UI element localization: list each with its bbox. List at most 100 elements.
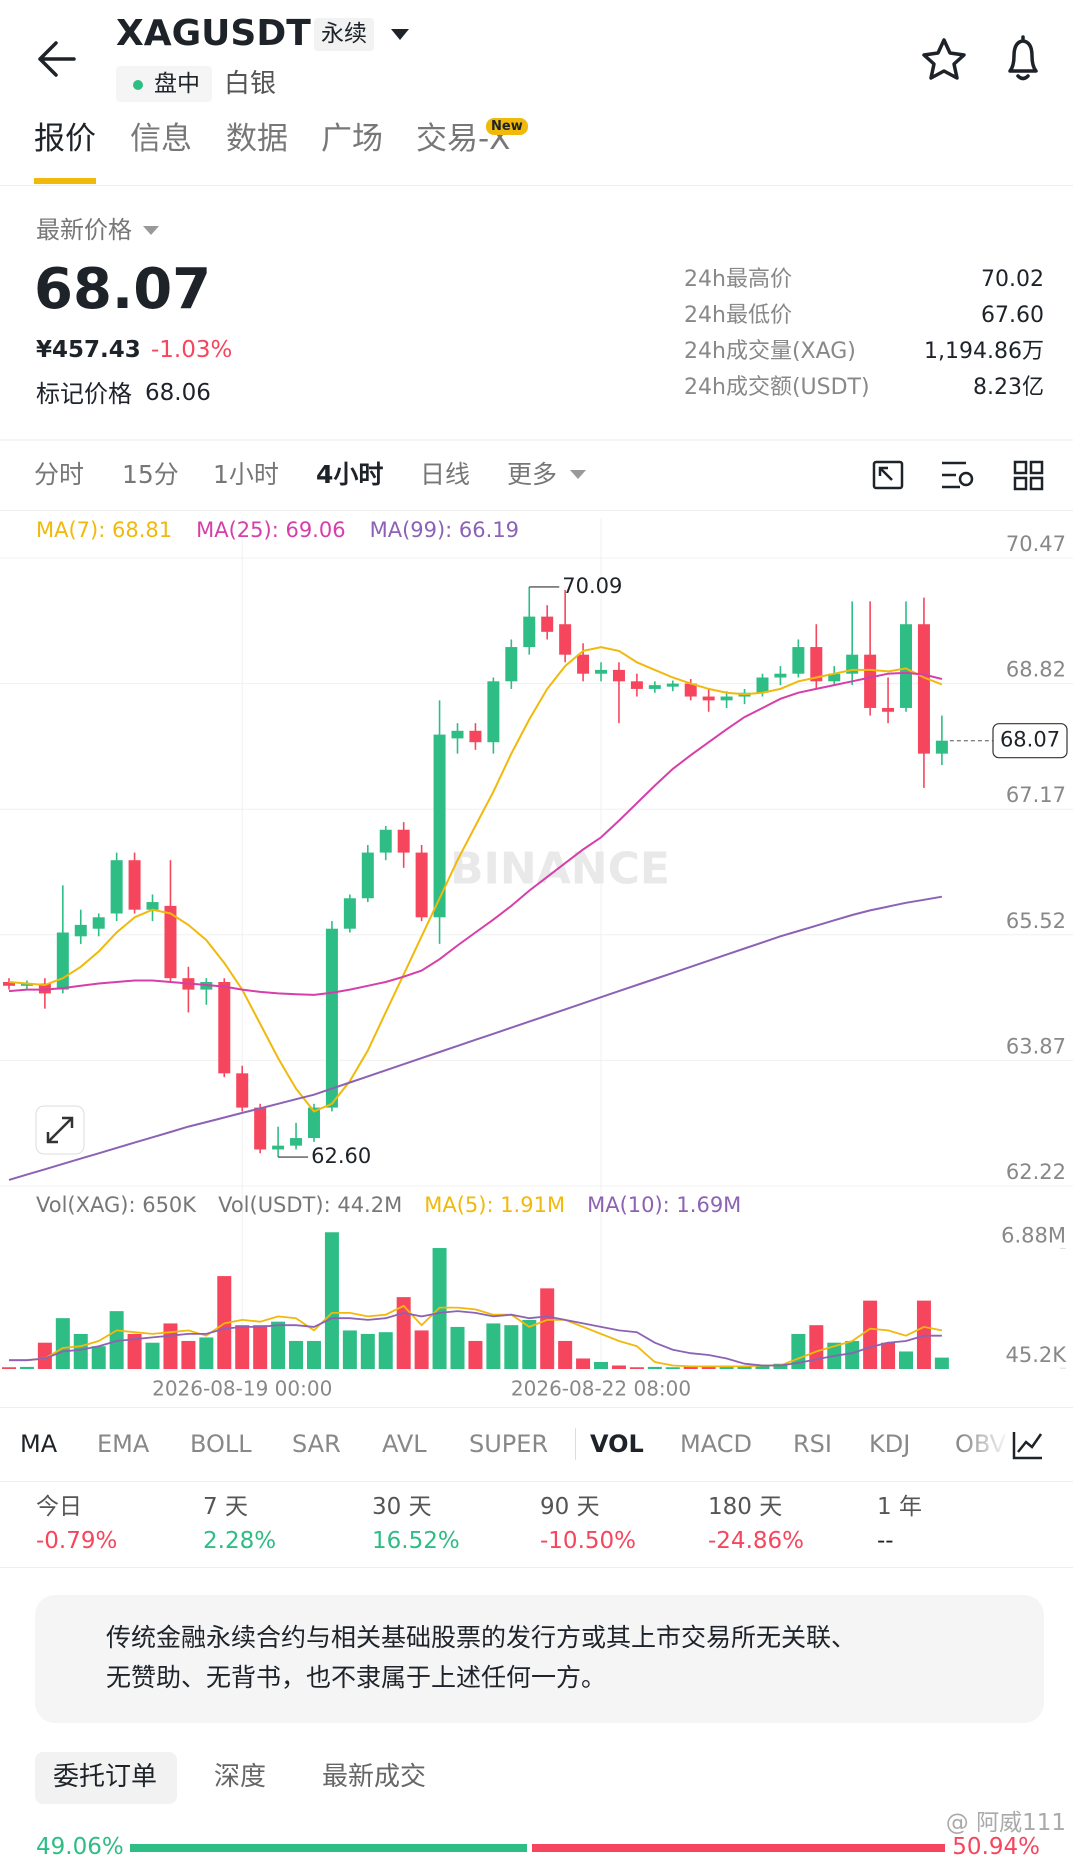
interval-tab[interactable]: 更多 [507,460,558,489]
indicator-tab[interactable]: MACD [680,1430,752,1458]
candle-body [774,673,787,678]
candle-body [469,730,482,743]
ma-line [8,646,943,1113]
x-tick-label: 2026-08-19 00:00 [152,1377,332,1401]
dropdown-icon[interactable] [570,470,586,479]
candle-body [720,696,733,701]
chart-settings-icon[interactable] [1012,1432,1043,1460]
candle-body [343,898,356,929]
extreme-label: 62.60 [311,1144,371,1168]
indicator-tab[interactable]: SAR [292,1430,341,1458]
expand-icon [46,1116,74,1144]
indicator-tab[interactable]: KDJ [869,1430,911,1458]
volume-bar [19,1366,34,1369]
volume-bar [486,1323,501,1369]
y-tick-label: 67.17 [1006,783,1066,807]
fullscreen-icon[interactable] [872,460,904,490]
candle-body [164,905,177,979]
order-tab[interactable]: 委托订单 [53,1762,158,1792]
new-badge: New [486,118,528,135]
volume-bar [701,1366,716,1369]
settings-icon[interactable] [942,461,974,489]
tab[interactable]: 信息 [130,121,192,157]
interval-tab[interactable]: 分时 [34,460,85,489]
indicator-tab[interactable]: RSI [793,1430,832,1458]
buy-bar [130,1844,528,1852]
volume-bar [863,1300,878,1369]
interval-tab[interactable]: 1小时 [213,460,279,489]
volume-bar [73,1333,88,1369]
candle-body [128,860,141,910]
candle-body [379,829,392,853]
candle-body [756,677,769,693]
divider [0,1567,1073,1568]
dropdown-icon[interactable] [391,29,409,40]
volume-bar [450,1326,465,1369]
volume-bar [253,1325,268,1369]
divider [0,185,1073,186]
star-icon[interactable] [922,38,966,80]
stat-value: 70.02 [981,267,1044,292]
candle-body [92,917,105,929]
watermark: @ 阿威111 [945,1810,1066,1836]
tab[interactable]: 广场 [321,121,383,157]
candle-body [935,740,948,754]
period-change: 2.28% [203,1528,277,1554]
bell-icon[interactable] [1008,35,1038,81]
stat-label: 24h最高价 [684,267,792,292]
order-tab[interactable]: 最新成交 [322,1762,427,1792]
candle-body [702,696,715,701]
candle-body [290,1138,303,1146]
interval-tab[interactable]: 日线 [420,460,471,489]
candle-body [864,654,877,708]
candle-body [541,616,554,632]
candle-body [810,647,823,682]
contract-badge: 永续 [314,18,374,51]
volume-bar [199,1337,214,1369]
volume-bar [181,1340,196,1369]
indicator-tab[interactable]: SUPER [469,1430,549,1458]
interval-tab[interactable]: 15分 [122,460,179,489]
candle-body [307,1107,320,1139]
back-icon[interactable] [38,41,76,77]
candle-body [900,624,912,708]
divider [0,510,1073,511]
interval-tab[interactable]: 4小时 [316,460,384,489]
status-badge [116,66,212,102]
period-change: -24.86% [708,1528,804,1554]
tab[interactable]: 报价 [34,121,96,157]
tab-underline [34,178,96,184]
stat-label: 24h最低价 [684,303,792,328]
candle-body [56,932,69,990]
volume-bar [414,1330,429,1369]
candle-body [523,616,536,648]
candle-body [630,681,643,689]
legend-item: MA(99): 66.19 [370,518,519,542]
period-change: -0.79% [36,1528,118,1554]
candle-body [20,983,33,986]
volume-bar [647,1366,662,1369]
y-tick-label: 63.87 [1006,1034,1066,1058]
candle-body [595,669,608,674]
indicator-tab[interactable]: AVL [382,1430,427,1458]
order-tab[interactable]: 深度 [214,1762,267,1792]
layout-icon[interactable] [1013,460,1044,491]
indicator-tab[interactable]: EMA [97,1430,150,1458]
y-tick-label: 68.82 [1006,658,1066,682]
period-label: 90 天 [540,1494,600,1520]
dropdown-icon[interactable] [143,226,159,235]
volume-bar [522,1319,537,1369]
candle-body [397,829,410,853]
expand-button[interactable] [35,1105,85,1155]
indicator-tab[interactable]: VOL [590,1430,644,1458]
candle-body [792,647,805,674]
volume-bar [665,1367,680,1369]
tab[interactable]: 数据 [226,121,288,157]
volume-bar [558,1340,573,1369]
candle-body [487,681,500,743]
volume-bar [37,1342,52,1369]
indicator-tab[interactable]: MA [20,1430,58,1458]
mark-price: 68.06 [145,380,211,406]
indicator-tab[interactable]: BOLL [190,1430,252,1458]
y-tick-label: 65.52 [1006,909,1066,933]
